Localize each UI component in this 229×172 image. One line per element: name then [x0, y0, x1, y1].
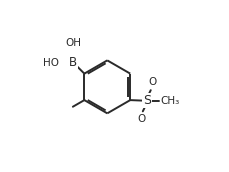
Text: S: S — [142, 94, 150, 107]
Text: O: O — [136, 114, 144, 124]
Text: OH: OH — [65, 38, 81, 48]
Text: CH₃: CH₃ — [160, 96, 179, 106]
Text: HO: HO — [42, 58, 58, 68]
Text: O: O — [148, 77, 156, 87]
Text: B: B — [69, 56, 77, 69]
